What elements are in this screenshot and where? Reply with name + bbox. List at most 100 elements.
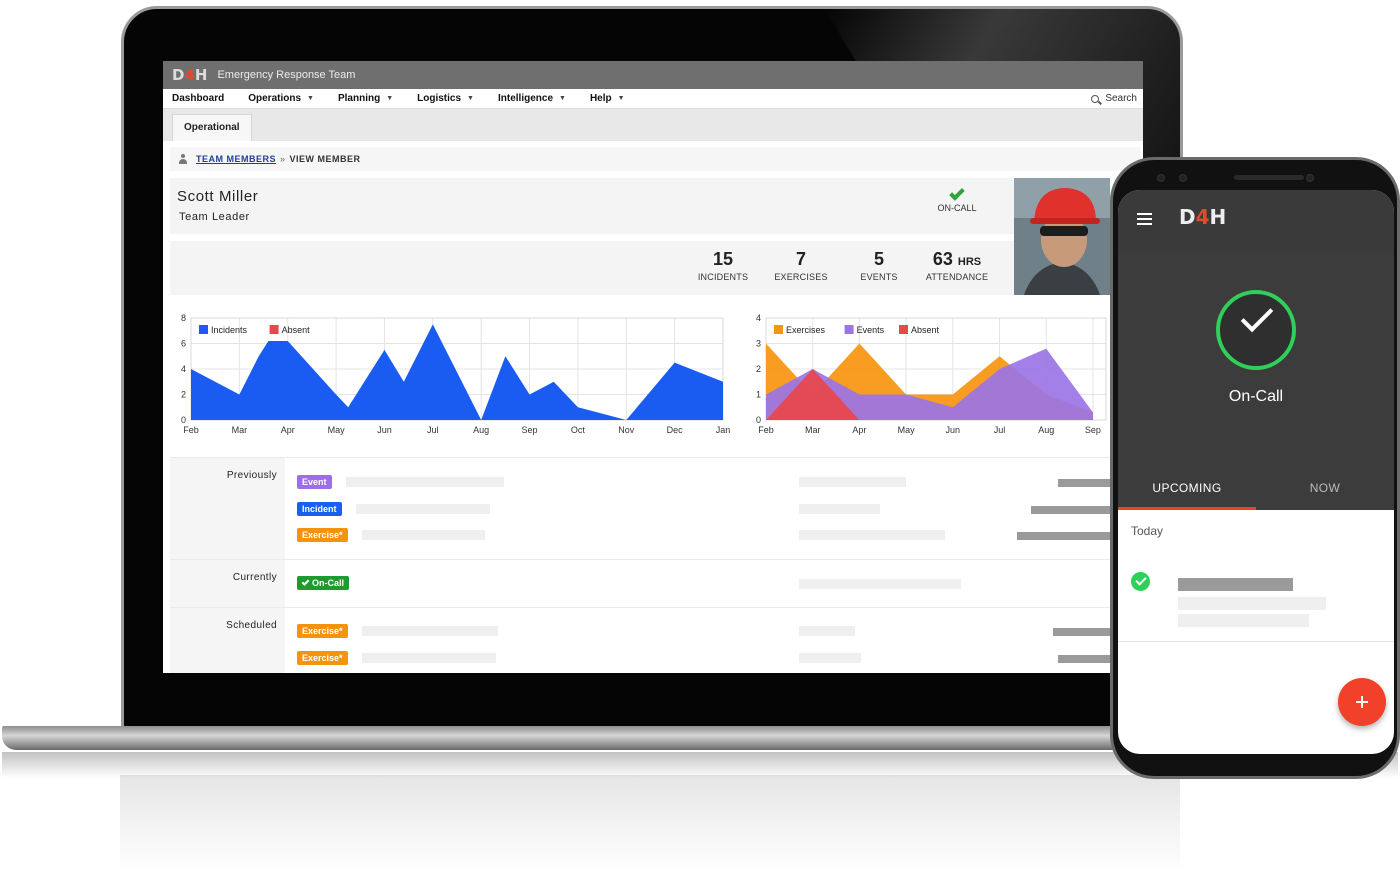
exercise-badge[interactable]: Exercise*: [297, 651, 348, 665]
user-icon: [178, 154, 188, 164]
exercise-badge[interactable]: Exercise*: [297, 624, 348, 638]
stat-value: 7: [795, 249, 806, 269]
member-photo: [1014, 178, 1110, 295]
x-tick-label: Sep: [1085, 425, 1101, 435]
x-tick-label: Apr: [852, 425, 866, 435]
x-tick-label: May: [898, 425, 916, 435]
series-area: [766, 348, 1093, 420]
stat-value: 5: [873, 249, 884, 269]
y-tick-label: 4: [756, 313, 761, 323]
y-tick-label: 1: [756, 390, 761, 400]
nav-planning[interactable]: Planning ▼: [337, 93, 394, 104]
member-role: Team Leader: [179, 211, 250, 223]
stat-unit: HRS: [957, 256, 982, 268]
caret-down-icon: ▼: [559, 95, 566, 102]
d4h-logo[interactable]: D4H: [172, 66, 208, 84]
stat-events: 5 EVENTS: [842, 249, 916, 282]
x-tick-label: May: [328, 425, 346, 435]
member-header: Scott Miller Team Leader ON-CALL: [170, 178, 1110, 234]
search-link[interactable]: Search: [1091, 93, 1137, 104]
stat-label: EXERCISES: [774, 272, 828, 282]
legend-swatch: [844, 325, 854, 334]
nav-operations[interactable]: Operations ▼: [248, 93, 314, 104]
member-photo-image: [1014, 178, 1110, 295]
phone-screen: D4H On-Call UPCOMING NOW Today: [1118, 190, 1394, 754]
event-badge[interactable]: Event: [297, 475, 332, 489]
x-tick-label: Apr: [281, 425, 295, 435]
placeholder-text: [799, 626, 855, 636]
x-tick-label: Jul: [427, 425, 439, 435]
x-tick-label: Dec: [667, 425, 684, 435]
search-label: Search: [1105, 93, 1137, 104]
placeholder-text: [799, 579, 961, 589]
placeholder-bar: [1017, 532, 1110, 540]
x-tick-label: Jan: [716, 425, 731, 435]
check-circle-icon: [1131, 572, 1150, 591]
stat-label: INCIDENTS: [697, 272, 749, 282]
phone-sensor: [1157, 174, 1165, 182]
check-icon: [949, 185, 965, 201]
caret-down-icon: ▼: [467, 95, 474, 102]
y-tick-label: 8: [181, 313, 186, 323]
stat-exercises: 7 EXERCISES: [764, 249, 838, 282]
x-tick-label: Nov: [618, 425, 635, 435]
y-tick-label: 6: [181, 339, 186, 349]
phone-camera: [1306, 174, 1314, 182]
legend-label: Incidents: [211, 325, 248, 335]
nav-logistics[interactable]: Logistics ▼: [417, 93, 474, 104]
main-nav: Dashboard Operations ▼ Planning ▼ Logistic…: [163, 89, 1143, 109]
breadcrumb-team-members-link[interactable]: TEAM MEMBERS: [196, 154, 276, 164]
placeholder-text: [799, 477, 906, 487]
exercise-badge[interactable]: Exercise*: [297, 528, 348, 542]
phone-appbar: D4H: [1118, 190, 1394, 252]
series-area: [191, 324, 723, 420]
legend-swatch: [899, 325, 908, 334]
list-item[interactable]: [1118, 562, 1394, 642]
timeline-row-scheduled: Scheduled Exercise* Exercise*: [170, 607, 1110, 673]
d4h-logo: D4H: [1179, 205, 1227, 229]
y-tick-label: 2: [756, 364, 761, 374]
placeholder-text: [799, 653, 861, 663]
placeholder-text: [799, 530, 945, 540]
nav-help[interactable]: Help ▼: [589, 93, 625, 104]
stat-label: EVENTS: [860, 272, 898, 282]
oncall-status-button[interactable]: [1216, 290, 1296, 370]
phone-speaker: [1234, 175, 1304, 180]
chart-incidents: Feb Mar Apr May Jun Jul Aug Sep Oct Nov Dec Jan 0 2 4 6…: [177, 306, 737, 436]
chart-activities: Feb Mar Apr May Jun Jul Aug Sep 0 1 2 3 4 Exercises Ev…: [751, 306, 1111, 436]
placeholder-text: [362, 530, 485, 540]
app-titlebar: D4H Emergency Response Team: [163, 61, 1143, 89]
incident-badge[interactable]: Incident: [297, 502, 342, 516]
y-tick-label: 2: [181, 390, 186, 400]
nav-dashboard[interactable]: Dashboard: [172, 93, 225, 104]
oncall-badge-label: On-Call: [312, 578, 345, 588]
tab-now[interactable]: NOW: [1309, 481, 1341, 495]
x-tick-label: Oct: [571, 425, 586, 435]
legend-label: Absent: [911, 325, 940, 335]
x-tick-label: Sep: [522, 425, 538, 435]
legend-label: Events: [857, 325, 885, 335]
placeholder-bar: [1058, 655, 1110, 663]
x-tick-label: Jul: [994, 425, 1006, 435]
phone-tabs: UPCOMING NOW: [1118, 466, 1394, 510]
tab-operational[interactable]: Operational: [172, 114, 252, 141]
tab-upcoming[interactable]: UPCOMING: [1118, 466, 1256, 510]
stat-value: 63: [932, 249, 953, 269]
stat-incidents: 15 INCIDENTS: [686, 249, 760, 282]
menu-icon[interactable]: [1137, 213, 1152, 225]
breadcrumb-separator: »: [280, 154, 286, 164]
breadcrumb: TEAM MEMBERS » VIEW MEMBER: [170, 147, 1140, 171]
nav-intelligence[interactable]: Intelligence ▼: [497, 93, 566, 104]
placeholder-bar: [1031, 506, 1110, 514]
stat-value: 15: [712, 249, 734, 269]
check-icon: [1240, 299, 1274, 333]
x-tick-label: Mar: [232, 425, 248, 435]
y-tick-label: 0: [181, 415, 186, 425]
legend-swatch: [269, 325, 279, 334]
add-button[interactable]: [1338, 678, 1386, 726]
x-tick-label: Feb: [183, 425, 199, 435]
y-tick-label: 3: [756, 339, 761, 349]
stat-attendance: 63 HRS ATTENDANCE: [920, 249, 994, 282]
chart-activities-svg: Feb Mar Apr May Jun Jul Aug Sep 0 1 2 3 4 Exercises Ev…: [756, 313, 1107, 435]
oncall-badge[interactable]: On-Call: [297, 576, 350, 590]
